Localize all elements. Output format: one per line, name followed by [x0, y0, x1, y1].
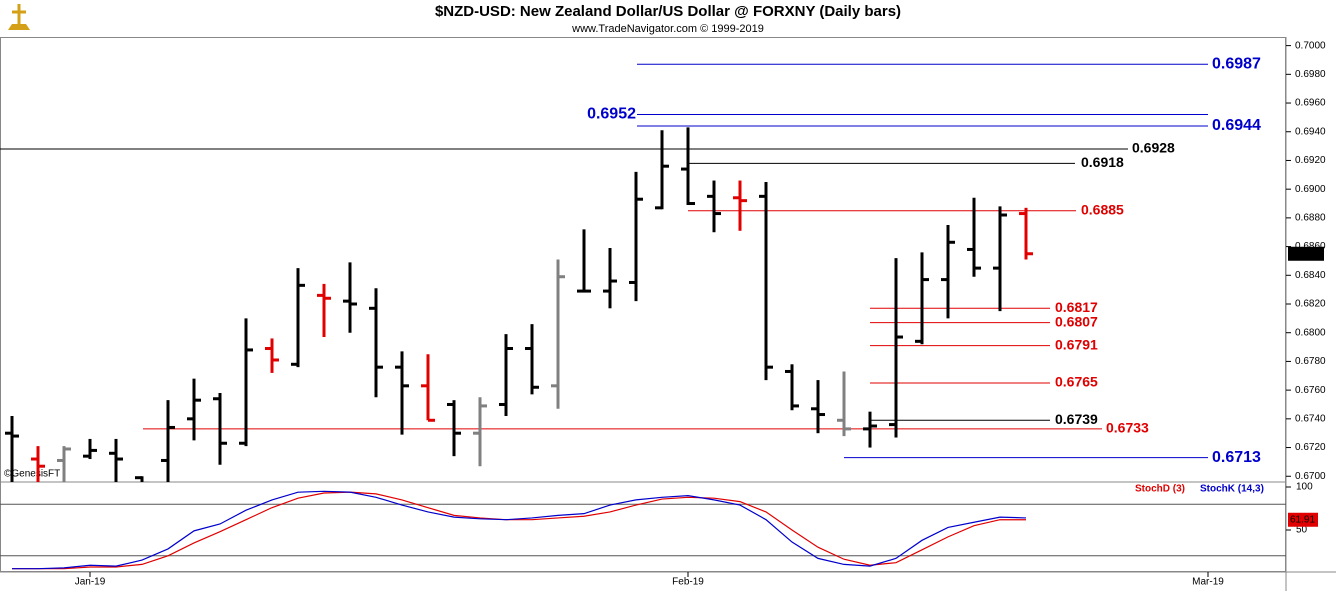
level-label: 0.6807 [1055, 313, 1098, 329]
stoch-line [12, 491, 1027, 570]
y-tick-label: 0.6960 [1295, 98, 1326, 109]
last-value-box [1288, 512, 1318, 527]
level-label: 0.6928 [1132, 140, 1175, 156]
y-tick-label: 0.6880 [1295, 213, 1326, 224]
y-tick-label: 0.6900 [1295, 184, 1326, 195]
level-label: 0.6885 [1081, 201, 1124, 217]
chart-subtitle: www.TradeNavigator.com © 1999-2019 [571, 23, 764, 35]
legend-label: StochD (3) [1135, 484, 1185, 495]
x-tick-label: Feb-19 [672, 577, 704, 588]
x-tick-label: Mar-19 [1192, 577, 1224, 588]
chart-title: $NZD-USD: New Zealand Dollar/US Dollar @… [435, 3, 901, 20]
level-label: 0.6733 [1106, 420, 1149, 436]
y-tick-label: 0.6700 [1295, 471, 1326, 482]
last-price-label: 0.6855 [1290, 248, 1321, 259]
logo [8, 4, 30, 30]
y-tick-label: 0.6740 [1295, 413, 1326, 424]
y-tick-label: 100 [1296, 482, 1313, 493]
level-label: 0.6944 [1212, 117, 1261, 134]
x-tick-label: Jan-19 [75, 577, 106, 588]
level-label: 0.6952 [587, 106, 636, 123]
y-tick-label: 50 [1296, 525, 1308, 536]
bars [5, 127, 1033, 482]
y-tick-label: 0.6720 [1295, 442, 1326, 453]
y-tick-label: 0.6920 [1295, 155, 1326, 166]
y-tick-label: 0.6760 [1295, 385, 1326, 396]
y-tick-label: 0.6780 [1295, 356, 1326, 367]
last-value-label: 61.91 [1290, 514, 1315, 525]
level-label: 0.6739 [1055, 411, 1098, 427]
level-label: 0.6987 [1212, 55, 1261, 72]
y-tick-label: 0.6940 [1295, 126, 1326, 137]
level-label: 0.6713 [1212, 449, 1261, 466]
y-tick-label: 0.7000 [1295, 40, 1326, 51]
level-label: 0.6765 [1055, 374, 1098, 390]
watermark: ©GenesisFT [4, 469, 60, 480]
level-label: 0.6817 [1055, 299, 1098, 315]
level-label: 0.6791 [1055, 336, 1098, 352]
y-tick-label: 0.6820 [1295, 299, 1326, 310]
y-tick-label: 0.6980 [1295, 69, 1326, 80]
last-price-box [1288, 246, 1324, 261]
y-tick-label: 0.6860 [1295, 241, 1326, 252]
y-tick-label: 0.6800 [1295, 327, 1326, 338]
y-tick-label: 0.6840 [1295, 270, 1326, 281]
stoch-line [12, 490, 1027, 570]
legend-label: StochK (14,3) [1200, 484, 1264, 495]
level-label: 0.6918 [1081, 154, 1124, 170]
